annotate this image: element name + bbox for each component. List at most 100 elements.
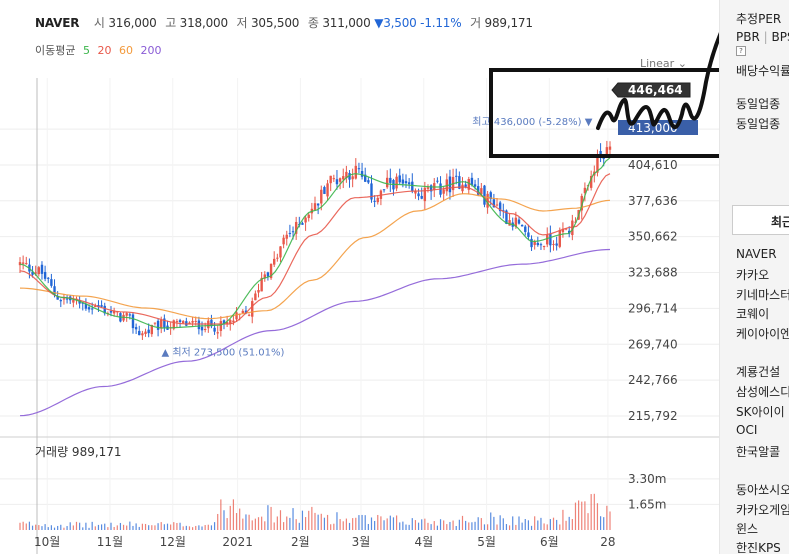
candle-body xyxy=(53,286,56,295)
industry-label-1: 동일업종 xyxy=(736,97,781,111)
volume-bar xyxy=(276,516,278,530)
candle-body xyxy=(596,154,599,173)
list-item[interactable]: 삼성에스디 xyxy=(736,385,789,399)
candle-body xyxy=(329,175,332,184)
candle-body xyxy=(87,307,91,310)
volume-bar xyxy=(57,525,59,530)
volume-bar xyxy=(22,521,24,530)
list-item[interactable]: NAVER xyxy=(736,247,777,261)
volume-bar xyxy=(439,519,442,530)
candle-body xyxy=(345,171,348,179)
candle-body xyxy=(517,219,521,224)
ma5-legend[interactable]: 5 xyxy=(82,44,90,57)
list-item[interactable]: 윈스 xyxy=(736,522,759,536)
candle-body xyxy=(304,217,307,223)
volume-bar xyxy=(60,524,62,530)
candle-body xyxy=(194,320,197,322)
industry-label-2: 동일업종 xyxy=(736,117,781,131)
list-item[interactable]: 카카오 xyxy=(736,268,770,282)
candle-body xyxy=(370,183,373,200)
scale-toggle-button[interactable]: Linear ⌄ xyxy=(640,57,687,70)
volume-bar xyxy=(154,525,156,530)
volume-bar xyxy=(342,521,344,530)
volume-bar xyxy=(25,523,27,530)
date-tick-label: 4월 xyxy=(414,535,433,549)
volume-bar xyxy=(549,519,551,530)
candle-body xyxy=(442,189,445,194)
ma200-legend[interactable]: 200 xyxy=(140,44,162,57)
candle-body xyxy=(332,178,336,180)
volume-bar xyxy=(358,515,360,530)
candle-body xyxy=(542,246,546,248)
candle-body xyxy=(31,271,34,275)
volume-bar xyxy=(176,522,178,530)
ma60-line xyxy=(19,193,611,320)
volume-bar xyxy=(198,525,200,530)
candle-body xyxy=(489,192,492,200)
candle-body xyxy=(282,237,285,245)
date-tick-label: 6월 xyxy=(540,535,559,549)
volume-bar xyxy=(562,509,564,530)
volume-bar xyxy=(82,527,84,530)
list-item[interactable]: 카카오게임 xyxy=(736,503,789,517)
candle-body xyxy=(103,305,106,314)
date-tick-label: 12월 xyxy=(160,535,186,549)
list-item[interactable]: 한국알콜 xyxy=(736,445,781,459)
ma20-legend[interactable]: 20 xyxy=(97,44,112,57)
list-item[interactable]: 계룡건설 xyxy=(736,365,781,379)
volume-bar xyxy=(339,519,341,530)
list-item[interactable]: 키네마스터 xyxy=(736,288,789,302)
volume-bar xyxy=(311,506,313,530)
list-item[interactable]: OCI xyxy=(736,423,758,437)
volume-bar xyxy=(31,525,34,530)
list-item[interactable]: SK아이이 xyxy=(736,405,785,419)
pbr-label: PBR xyxy=(736,30,760,44)
volume-bar xyxy=(257,517,260,530)
volume-bar xyxy=(289,517,291,530)
list-item[interactable]: 케이아이엔 xyxy=(736,327,789,341)
volume-tick-label: 1.65m xyxy=(628,497,666,511)
info-icon[interactable]: ? xyxy=(736,46,746,56)
volume-bar xyxy=(480,518,482,530)
volume-bar xyxy=(53,527,56,530)
stock-chart[interactable]: 431,584404,610377,636350,662323,688296,7… xyxy=(0,0,719,554)
list-item[interactable]: 동아쏘시오 xyxy=(736,483,789,497)
candle-body xyxy=(530,238,533,248)
volume-bar xyxy=(213,522,216,530)
candle-body xyxy=(294,221,298,234)
volume-bar xyxy=(581,501,583,530)
list-item[interactable]: 한진KPS xyxy=(736,541,781,554)
volume-bar xyxy=(144,523,147,530)
volume-bar xyxy=(286,516,288,530)
volume-bar xyxy=(210,525,213,530)
volume-bar xyxy=(107,527,109,530)
volume-bar xyxy=(571,519,573,530)
list-item[interactable]: 코웨이 xyxy=(736,307,770,321)
volume-bar xyxy=(182,526,184,530)
candle-body xyxy=(197,320,201,330)
ma60-legend[interactable]: 60 xyxy=(118,44,133,57)
candle-body xyxy=(338,178,342,182)
candle-body xyxy=(235,312,238,320)
high-marker-label: 최고 436,000 (-5.28%) ▼ xyxy=(472,116,592,128)
volume-bar xyxy=(468,522,470,530)
candle-body xyxy=(316,203,320,206)
volume-bar xyxy=(320,513,322,530)
candle-body xyxy=(342,176,345,180)
price-tag-blue-text: 413,000 xyxy=(628,121,678,135)
volume-bar xyxy=(160,522,162,530)
volume-bar xyxy=(446,524,448,530)
volume-bar xyxy=(518,516,520,530)
volume-bar xyxy=(79,522,81,530)
candle-body xyxy=(188,322,191,324)
candle-body xyxy=(414,190,417,194)
candle-body xyxy=(279,246,282,258)
volume-bar xyxy=(377,514,379,530)
volume-bar xyxy=(135,523,137,530)
tab-recent[interactable]: 최근 xyxy=(732,205,789,235)
candle-body xyxy=(285,234,288,239)
volume-bar xyxy=(367,523,369,530)
volume-bar xyxy=(527,520,530,530)
volume-bar xyxy=(436,525,438,530)
volume-bar xyxy=(35,524,37,530)
